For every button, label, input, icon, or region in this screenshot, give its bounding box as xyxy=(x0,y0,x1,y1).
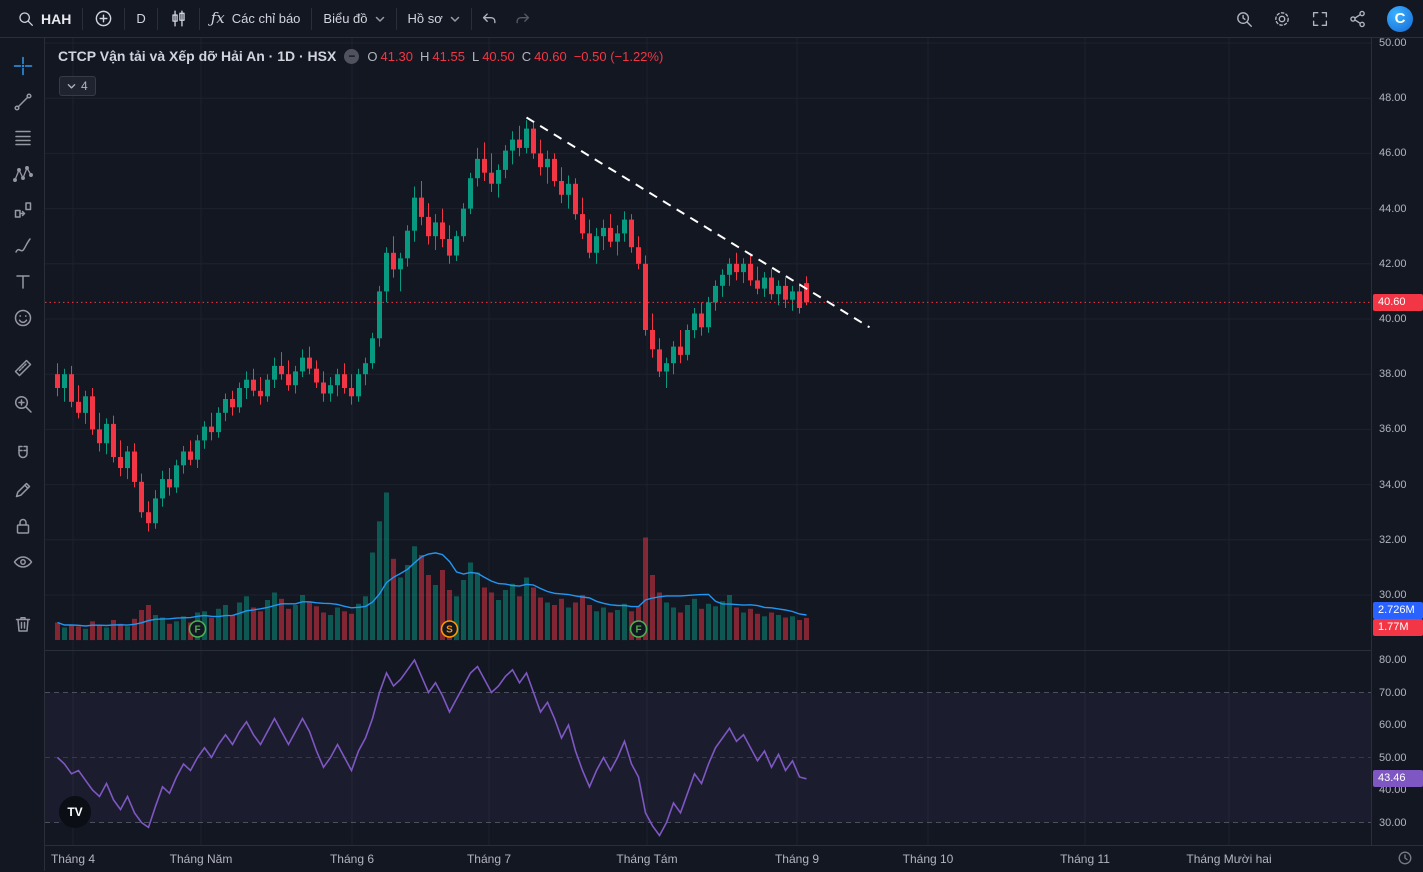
fib-retracement-tool[interactable] xyxy=(0,120,45,156)
measure-tool[interactable] xyxy=(0,350,45,386)
rsi-axis-label: 50.00 xyxy=(1379,752,1407,764)
chevron-down-icon xyxy=(67,82,76,91)
timezone-settings-icon[interactable] xyxy=(1397,850,1413,866)
interval-label: D xyxy=(136,11,145,26)
rsi-axis-label: 30.00 xyxy=(1379,817,1407,829)
symbol-name: HAH xyxy=(41,11,71,27)
fx-icon: ƒx xyxy=(211,11,225,26)
chevron-down-icon xyxy=(375,14,385,24)
crosshair-tool[interactable] xyxy=(0,48,45,84)
price-axis-label: 30.00 xyxy=(1379,589,1407,601)
time-axis-label: Tháng Mười hai xyxy=(1186,852,1271,866)
brush-tool[interactable] xyxy=(0,228,45,264)
rsi-pane[interactable] xyxy=(45,650,1371,845)
high-label: H xyxy=(420,49,429,64)
chart-layout-label: Biểu đồ xyxy=(323,11,367,26)
time-axis-label: Tháng 6 xyxy=(330,852,374,866)
quick-search-icon[interactable] xyxy=(1227,0,1261,38)
pane-divider[interactable] xyxy=(45,650,1423,651)
time-axis-label: Tháng Năm xyxy=(170,852,233,866)
interval-button[interactable]: D xyxy=(125,0,156,37)
bars-pattern-tool[interactable] xyxy=(0,192,45,228)
candlestick-icon xyxy=(169,9,188,28)
eye-tool[interactable] xyxy=(0,544,45,580)
last-price-badge: 40.60 xyxy=(1373,294,1423,311)
trend-line-tool[interactable] xyxy=(0,84,45,120)
chevron-down-icon xyxy=(450,14,460,24)
price-axis[interactable]: 40.60 2.726M 1.77M 43.46 50.00 48.00 46.00… xyxy=(1371,38,1423,845)
rsi-axis-label: 70.00 xyxy=(1379,687,1407,699)
price-axis-label: 48.00 xyxy=(1379,92,1407,104)
svg-text:S: S xyxy=(446,625,453,636)
price-axis-label: 50.00 xyxy=(1379,37,1407,49)
broker-logo[interactable]: C xyxy=(1387,6,1413,32)
price-axis-label: 40.00 xyxy=(1379,313,1407,325)
legend-collapse-icon[interactable]: − xyxy=(344,49,359,64)
drawing-toolbar xyxy=(0,38,45,871)
time-axis-label: Tháng Tám xyxy=(616,852,677,866)
price-axis-label: 42.00 xyxy=(1379,258,1407,270)
time-axis-label: Tháng 10 xyxy=(903,852,954,866)
profile-label: Hồ sơ xyxy=(408,11,443,26)
xabcd-pattern-tool[interactable] xyxy=(0,156,45,192)
profile-menu[interactable]: Hồ sơ xyxy=(397,0,471,37)
time-axis-label: Tháng 4 xyxy=(51,852,95,866)
low-label: L xyxy=(472,49,479,64)
plus-circle-icon xyxy=(94,9,113,28)
redo-button[interactable] xyxy=(506,0,540,38)
search-icon xyxy=(17,10,34,27)
emoji-tool[interactable] xyxy=(0,300,45,336)
chart-area: F S F CTCP Vận tải và Xếp dỡ Hải An · 1D ·… xyxy=(45,38,1423,871)
price-axis-label: 44.00 xyxy=(1379,203,1407,215)
chart-style-button[interactable] xyxy=(158,0,199,37)
time-axis[interactable]: Tháng 4 Tháng Năm Tháng 6 Tháng 7 Tháng Tám T… xyxy=(45,845,1423,872)
tradingview-logo[interactable]: TV xyxy=(59,796,91,828)
symbol-title[interactable]: CTCP Vận tải và Xếp dỡ Hải An · 1D · HSX xyxy=(58,48,336,64)
price-axis-label: 32.00 xyxy=(1379,534,1407,546)
compare-button[interactable] xyxy=(83,0,124,37)
settings-gear-icon[interactable] xyxy=(1265,0,1299,38)
open-value: 41.30 xyxy=(380,49,413,64)
rsi-axis-label: 60.00 xyxy=(1379,719,1407,731)
draw-tool[interactable] xyxy=(0,472,45,508)
low-value: 40.50 xyxy=(482,49,515,64)
top-toolbar: HAH D ƒx Các chỉ báo xyxy=(0,0,1423,38)
symbol-legend: CTCP Vận tải và Xếp dỡ Hải An · 1D · HSX… xyxy=(58,48,663,64)
rsi-axis-label: 80.00 xyxy=(1379,654,1407,666)
time-axis-label: Tháng 9 xyxy=(775,852,819,866)
undo-button[interactable] xyxy=(472,0,506,38)
svg-text:F: F xyxy=(635,625,641,636)
indicators-label: Các chỉ báo xyxy=(232,11,301,26)
text-tool[interactable] xyxy=(0,264,45,300)
zoom-tool[interactable] xyxy=(0,386,45,422)
volume-badge: 1.77M xyxy=(1373,619,1423,636)
rsi-value-badge: 43.46 xyxy=(1373,770,1423,787)
time-axis-label: Tháng 7 xyxy=(467,852,511,866)
change-value: −0.50 (−1.22%) xyxy=(574,49,664,64)
price-axis-label: 34.00 xyxy=(1379,479,1407,491)
chart-layout-menu[interactable]: Biểu đồ xyxy=(312,0,395,37)
legend-collapsed-indicators-chip[interactable]: 4 xyxy=(59,76,96,96)
open-label: O xyxy=(367,49,377,64)
svg-text:F: F xyxy=(194,625,200,636)
share-icon[interactable] xyxy=(1341,0,1375,38)
high-value: 41.55 xyxy=(432,49,465,64)
price-axis-label: 46.00 xyxy=(1379,147,1407,159)
symbol-search-button[interactable]: HAH xyxy=(6,0,82,37)
time-axis-label: Tháng 11 xyxy=(1060,852,1110,866)
close-value: 40.60 xyxy=(534,49,567,64)
price-axis-label: 36.00 xyxy=(1379,423,1407,435)
fullscreen-icon[interactable] xyxy=(1303,0,1337,38)
collapsed-count: 4 xyxy=(81,79,88,93)
lock-tool[interactable] xyxy=(0,508,45,544)
trash-tool[interactable] xyxy=(0,606,45,642)
indicators-button[interactable]: ƒx Các chỉ báo xyxy=(200,0,312,37)
price-axis-label: 38.00 xyxy=(1379,368,1407,380)
close-label: C xyxy=(522,49,531,64)
magnet-tool[interactable] xyxy=(0,436,45,472)
volume-ma-badge: 2.726M xyxy=(1373,602,1423,619)
